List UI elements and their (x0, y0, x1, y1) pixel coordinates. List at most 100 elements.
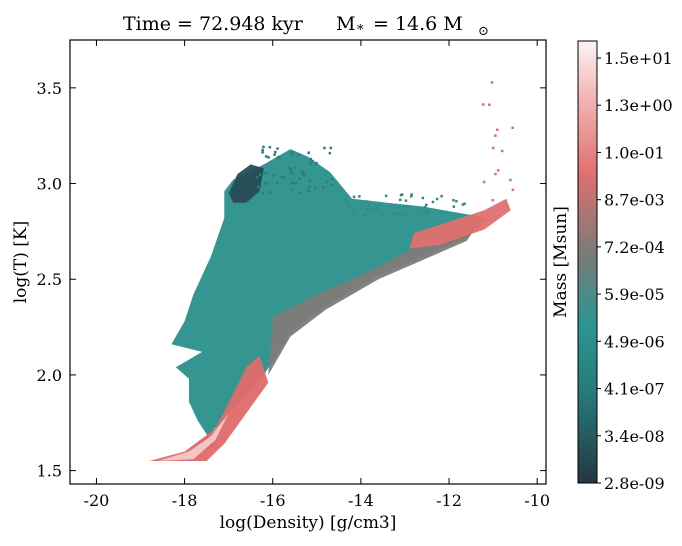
sparse-cell (491, 199, 494, 202)
sparse-cell (353, 212, 356, 216)
sparse-cell (397, 206, 400, 209)
sparse-cell (431, 200, 435, 204)
sparse-cell (452, 199, 455, 202)
x-axis-label: log(Density) [g/cm3] (220, 513, 397, 533)
x-tick-label: -18 (172, 491, 198, 510)
sparse-cell (423, 205, 427, 209)
sparse-cell (309, 162, 312, 165)
sparse-cell (265, 155, 268, 158)
sparse-cell (384, 194, 388, 198)
y-tick-label: 3.5 (37, 79, 62, 98)
sparse-cell (301, 172, 305, 175)
colorbar-gradient (578, 41, 597, 483)
y-tick-label: 1.5 (37, 462, 62, 481)
sparse-cell (326, 180, 329, 183)
sparse-cell (399, 198, 402, 202)
sparse-cell (311, 159, 314, 163)
sparse-cell (301, 170, 305, 174)
sparse-cell (267, 156, 270, 159)
sparse-cell (307, 151, 310, 154)
sparse-cell (376, 206, 379, 210)
x-tick-label: -20 (84, 491, 110, 510)
sparse-cell (421, 196, 425, 200)
sparse-cell (257, 185, 260, 189)
sparse-cell (299, 169, 303, 173)
sparse-cell (351, 206, 354, 210)
sparse-cell (290, 182, 293, 185)
sparse-cell (309, 157, 312, 161)
sparse-cell (511, 126, 514, 129)
sparse-cell (397, 212, 401, 216)
colorbar-tick-label: 1.0e-01 (604, 143, 665, 162)
sparse-cell (461, 203, 465, 206)
sparse-cell (255, 175, 259, 179)
sparse-cell (426, 210, 430, 214)
sparse-cell (298, 177, 301, 180)
colorbar-label: Mass [Msun] (551, 206, 571, 318)
sparse-cell (440, 211, 444, 214)
sparse-cell (511, 188, 515, 192)
sparse-cell (363, 214, 367, 217)
sparse-cell (424, 210, 428, 214)
sparse-cell (408, 205, 411, 208)
x-tick-label: -16 (260, 491, 286, 510)
sparse-cell (349, 206, 353, 209)
chart-title: Time = 72.948 kyr M * = 14.6 M ⊙ (123, 13, 489, 39)
sparse-cell (299, 192, 302, 195)
region-peak-density-core (158, 413, 229, 461)
sparse-cell (344, 198, 347, 201)
colorbar-tick-label: 8.7e-03 (604, 191, 665, 210)
colorbar-tick-label: 3.4e-08 (604, 427, 665, 446)
sparse-cell (330, 184, 334, 187)
chart-title-sun-symbol: ⊙ (478, 24, 489, 39)
sparse-cell (492, 146, 495, 150)
sparse-cell (290, 172, 294, 175)
sparse-cell (358, 195, 361, 198)
chart-title-mass-value: = 14.6 M (373, 13, 463, 35)
sparse-cell (291, 151, 294, 154)
sparse-cell (258, 173, 262, 176)
sparse-cell (490, 81, 494, 84)
sparse-cell (405, 204, 408, 208)
region-cold-dark-cap (228, 164, 264, 203)
sparse-cell (409, 195, 413, 198)
colorbar: 2.8e-09 3.4e-08 4.1e-07 4.9e-06 5.9e-05 7.2e-… (551, 40, 673, 493)
sparse-cell (280, 176, 284, 179)
chart-title-mass-subscript: * (357, 23, 364, 38)
sparse-cell (264, 171, 268, 175)
colorbar-tick-label: 7.2e-04 (604, 238, 665, 257)
y-tick-label: 2.0 (37, 366, 62, 385)
colorbar-tick-label: 4.1e-07 (604, 380, 665, 399)
sparse-cell (482, 180, 486, 184)
x-tick-label: -14 (348, 491, 374, 510)
sparse-cell (265, 182, 269, 185)
x-axis: -20 -18 -16 -14 -12 -10 (84, 40, 550, 510)
sparse-cell (276, 181, 279, 185)
sparse-cell (382, 213, 385, 217)
sparse-cell (496, 128, 499, 131)
sparse-cell (377, 203, 381, 207)
sparse-cell (264, 181, 267, 184)
colorbar-tick-label: 2.8e-09 (604, 474, 665, 493)
sparse-cell (393, 211, 396, 215)
plot-frame (69, 39, 547, 485)
sparse-cell (276, 156, 280, 159)
x-tick-label: -12 (436, 491, 462, 510)
y-tick-label: 3.0 (37, 175, 62, 194)
density-temperature-map (149, 149, 511, 461)
sparse-cell (322, 186, 325, 189)
sparse-cell (261, 192, 265, 195)
y-tick-label: 2.5 (37, 270, 62, 289)
sparse-cell (410, 193, 413, 196)
y-axis-label: log(T) [K] (11, 221, 31, 304)
sparse-cell (494, 134, 497, 137)
sparse-cell (273, 153, 276, 156)
sparse-cell (509, 178, 512, 182)
sparse-cell (289, 153, 293, 156)
sparse-cell (314, 186, 317, 190)
sparse-cell (420, 212, 423, 215)
sparse-cell (297, 153, 301, 156)
sparse-cell (435, 197, 439, 201)
chart-title-mass-symbol: M (336, 13, 355, 35)
sparse-cell (404, 199, 408, 202)
